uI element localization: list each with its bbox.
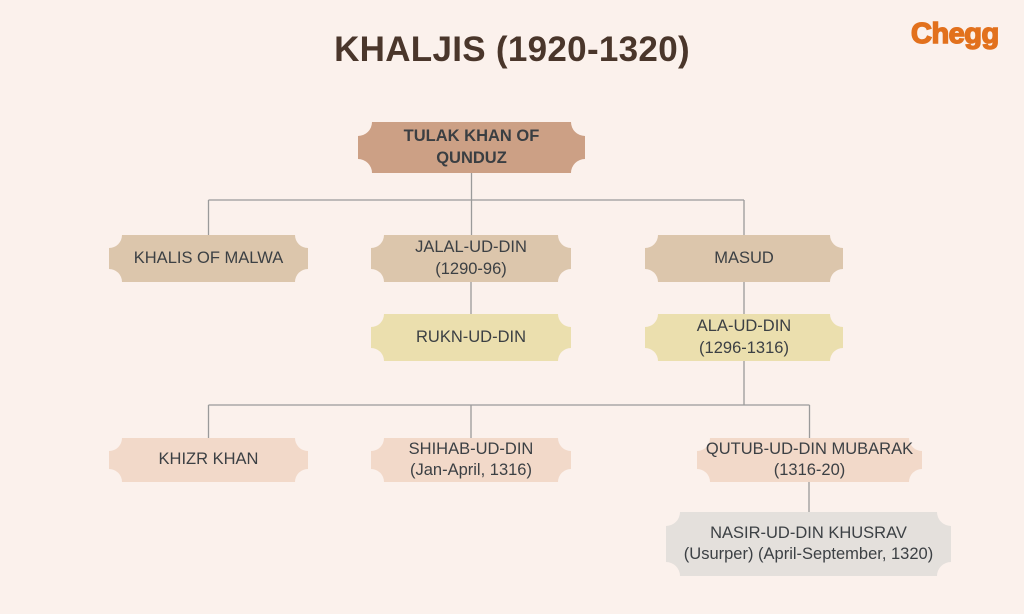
svg-text:Chegg: Chegg [911,18,999,50]
